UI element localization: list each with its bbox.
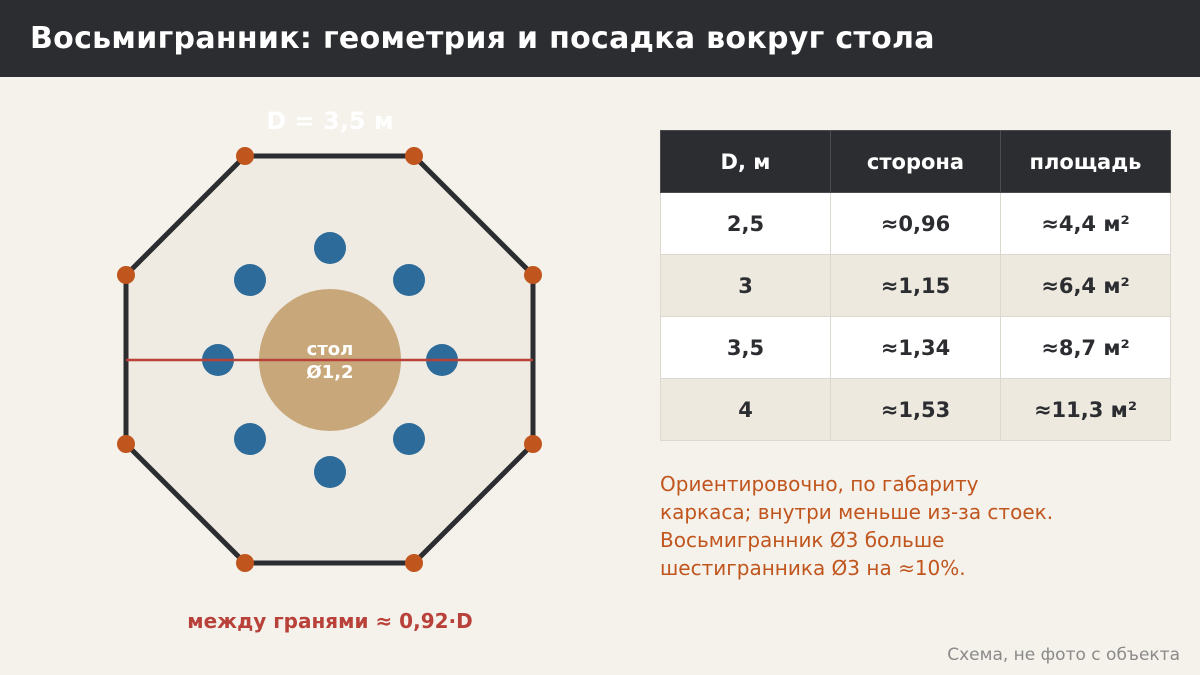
seat	[234, 423, 266, 455]
octagon-diagram: стол Ø1,2 D = 3,5 м между гранями ≈ 0,92…	[117, 107, 542, 633]
seat	[314, 456, 346, 488]
note-text: Ориентировочно, по габариту каркаса; вну…	[660, 470, 1160, 582]
cell-area: ≈11,3 м²	[1000, 378, 1171, 441]
vertex-dot	[236, 554, 254, 572]
cell-side: ≈1,53	[830, 378, 1001, 441]
seat	[393, 423, 425, 455]
header-diameter: D, м	[660, 130, 831, 193]
cell-diameter: 2,5	[660, 192, 831, 255]
cell-diameter: 3,5	[660, 316, 831, 379]
vertex-dot	[117, 266, 135, 284]
seat	[234, 264, 266, 296]
cell-diameter: 4	[660, 378, 831, 441]
vertex-dot	[405, 554, 423, 572]
cell-area: ≈6,4 м²	[1000, 254, 1171, 317]
vertices	[117, 147, 542, 572]
dimensions-table: D, м сторона площадь 2,5 ≈0,96 ≈4,4 м² 3…	[660, 130, 1171, 441]
vertex-dot	[236, 147, 254, 165]
vertex-dot	[524, 266, 542, 284]
cell-side: ≈0,96	[830, 192, 1001, 255]
vertex-dot	[524, 435, 542, 453]
footer-caption: Схема, не фото с объекта	[947, 645, 1180, 665]
cell-area: ≈8,7 м²	[1000, 316, 1171, 379]
cell-side: ≈1,15	[830, 254, 1001, 317]
vertex-dot	[405, 147, 423, 165]
table-header-row: D, м сторона площадь	[660, 130, 1171, 193]
note-line: каркаса; внутри меньше из-за стоек.	[660, 500, 1054, 524]
note-line: Ориентировочно, по габариту	[660, 472, 979, 496]
table-row: 4 ≈1,53 ≈11,3 м²	[660, 378, 1171, 441]
header-side: сторона	[830, 130, 1001, 193]
seats	[202, 232, 458, 488]
table-row: 3,5 ≈1,34 ≈8,7 м²	[660, 316, 1171, 379]
diameter-label: D = 3,5 м	[266, 107, 393, 135]
between-faces-label: между гранями ≈ 0,92·D	[187, 609, 472, 633]
table-row: 3 ≈1,15 ≈6,4 м²	[660, 254, 1171, 317]
vertex-dot	[117, 435, 135, 453]
seat	[393, 264, 425, 296]
table-label-line1: стол	[307, 339, 354, 360]
cell-area: ≈4,4 м²	[1000, 192, 1171, 255]
cell-side: ≈1,34	[830, 316, 1001, 379]
cell-diameter: 3	[660, 254, 831, 317]
page-title: Восьмигранник: геометрия и посадка вокру…	[30, 21, 935, 56]
header-area: площадь	[1000, 130, 1171, 193]
table-label-line2: Ø1,2	[306, 362, 353, 383]
note-line: шестигранника Ø3 на ≈10%.	[660, 556, 966, 580]
note-line: Восьмигранник Ø3 больше	[660, 528, 945, 552]
header-bar: Восьмигранник: геометрия и посадка вокру…	[0, 0, 1200, 77]
table-row: 2,5 ≈0,96 ≈4,4 м²	[660, 192, 1171, 255]
seat	[314, 232, 346, 264]
